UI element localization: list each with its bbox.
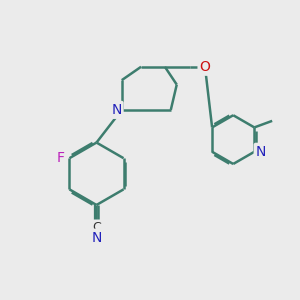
- Text: N: N: [256, 145, 266, 159]
- Text: N: N: [91, 231, 102, 245]
- Text: O: O: [200, 60, 210, 74]
- Text: F: F: [57, 151, 64, 165]
- Text: C: C: [92, 221, 101, 234]
- Text: N: N: [111, 103, 122, 117]
